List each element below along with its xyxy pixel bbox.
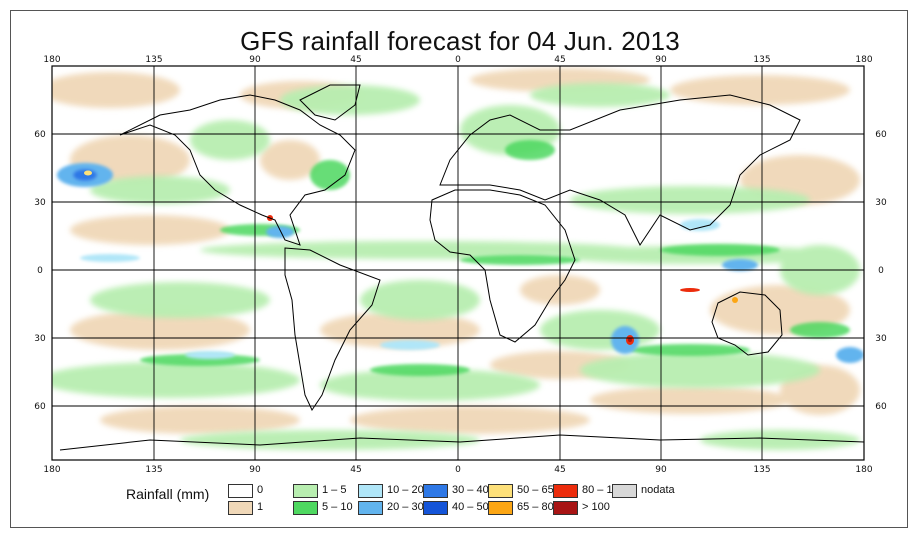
longitude-tick-label: 45 xyxy=(350,465,361,475)
longitude-tick-label: 90 xyxy=(655,55,667,65)
legend-swatch xyxy=(423,501,448,515)
greenland-outline xyxy=(299,84,361,121)
legend-swatch xyxy=(612,484,637,498)
latitude-tick-label: 60 xyxy=(34,130,46,140)
latitude-tick-label: 30 xyxy=(34,198,46,208)
longitude-tick-label: 45 xyxy=(554,55,565,65)
longitude-tick-label: 135 xyxy=(753,465,770,475)
africa-outline xyxy=(429,189,576,343)
longitude-tick-label: 90 xyxy=(249,465,261,475)
legend-label: 20 – 30 xyxy=(387,501,424,513)
legend-label: nodata xyxy=(641,484,675,496)
latitude-tick-label: 0 xyxy=(37,266,43,276)
legend-label: 30 – 40 xyxy=(452,484,489,496)
legend-swatch xyxy=(358,501,383,515)
legend-label: 1 – 5 xyxy=(322,484,347,496)
longitude-tick-label: 135 xyxy=(753,55,770,65)
longitude-tick-label: 90 xyxy=(655,465,667,475)
australia-outline xyxy=(711,291,783,356)
legend-label: 0 xyxy=(257,484,264,496)
longitude-tick-label: 135 xyxy=(145,465,162,475)
legend-label: 10 – 20 xyxy=(387,484,424,496)
rain-fields xyxy=(52,68,864,450)
latitude-tick-label: 60 xyxy=(875,402,887,412)
eurasia-outline xyxy=(439,94,801,246)
legend-label: 50 – 65 xyxy=(517,484,554,496)
longitude-tick-label: 135 xyxy=(145,55,162,65)
legend-swatch xyxy=(488,484,513,498)
legend-label: 65 – 80 xyxy=(517,501,554,513)
longitude-tick-label: 45 xyxy=(554,465,565,475)
latitude-tick-label: 30 xyxy=(875,334,887,344)
page-title: GFS rainfall forecast for 04 Jun. 2013 xyxy=(240,26,680,56)
longitude-tick-label: 90 xyxy=(249,55,261,65)
longitude-tick-label: 0 xyxy=(455,55,461,65)
latitude-tick-label: 30 xyxy=(34,334,46,344)
map-border xyxy=(51,65,865,461)
longitude-tick-label: 180 xyxy=(43,465,60,475)
longitude-tick-label: 180 xyxy=(855,465,872,475)
legend-swatch xyxy=(553,501,578,515)
longitude-tick-label: 0 xyxy=(455,465,461,475)
latitude-tick-label: 30 xyxy=(875,198,887,208)
latitude-tick-label: 60 xyxy=(875,130,887,140)
legend-label: 40 – 50 xyxy=(452,501,489,513)
legend-swatch xyxy=(358,484,383,498)
longitude-tick-label: 180 xyxy=(43,55,60,65)
legend-swatch xyxy=(293,501,318,515)
legend-swatch xyxy=(488,501,513,515)
legend-swatch xyxy=(423,484,448,498)
latitude-tick-label: 0 xyxy=(878,266,884,276)
graticule xyxy=(52,66,864,460)
legend-swatch xyxy=(228,501,253,515)
legend-title: Rainfall (mm) xyxy=(126,486,210,502)
coastlines xyxy=(59,84,864,451)
legend-swatch xyxy=(553,484,578,498)
antarctica-outline xyxy=(59,434,864,451)
longitude-tick-label: 180 xyxy=(855,55,872,65)
legend-label: > 100 xyxy=(582,501,610,513)
legend-swatch xyxy=(293,484,318,498)
legend-label: 5 – 10 xyxy=(322,501,353,513)
latitude-tick-label: 60 xyxy=(34,402,46,412)
legend-swatch xyxy=(228,484,253,498)
north-america-outline xyxy=(119,94,356,246)
figure-frame xyxy=(10,10,908,528)
longitude-tick-label: 45 xyxy=(350,55,361,65)
legend-label: 1 xyxy=(257,501,264,513)
